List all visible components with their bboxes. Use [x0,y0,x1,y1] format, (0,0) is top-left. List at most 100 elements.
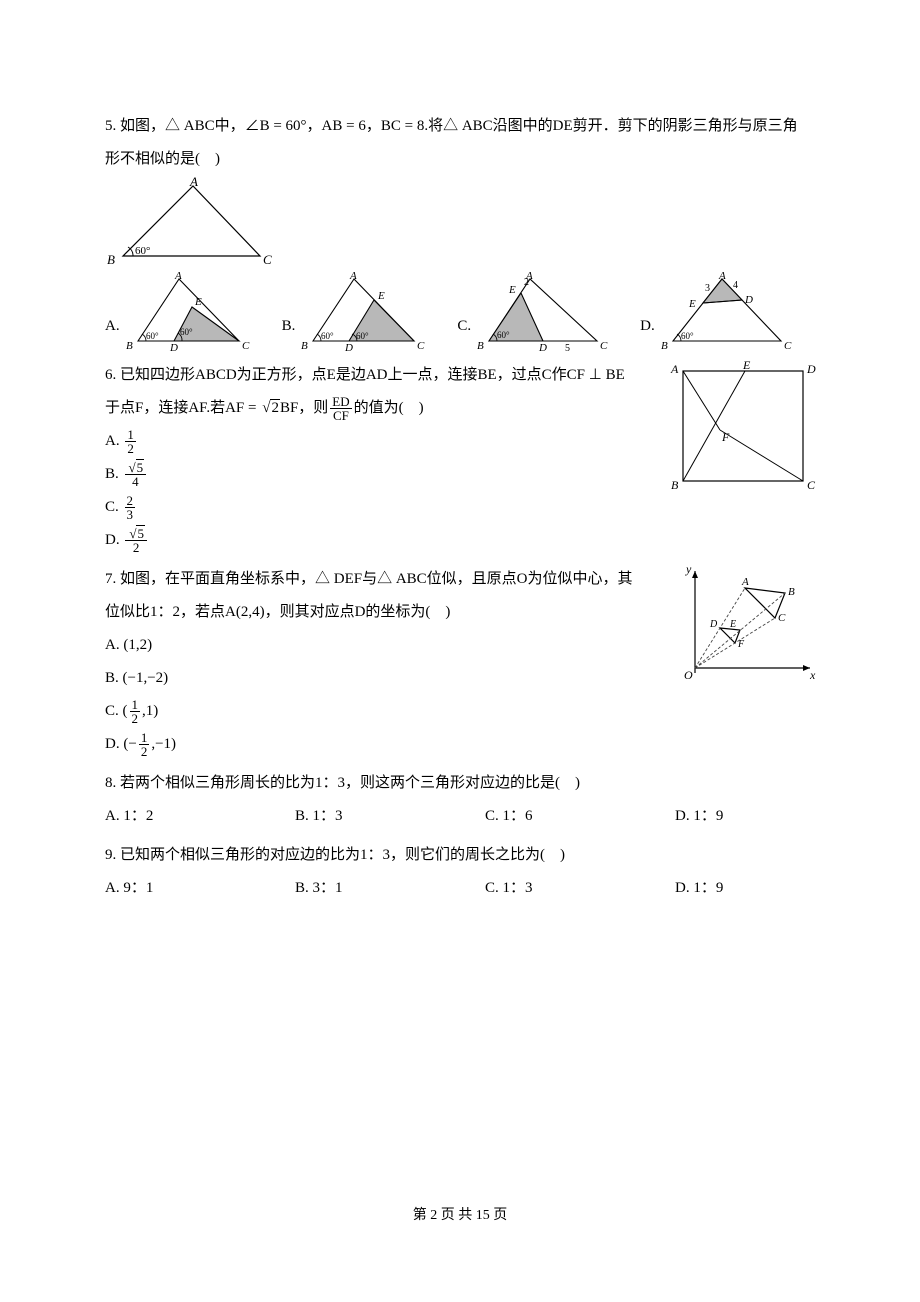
q7-b-val: (−1,−2) [123,670,169,686]
svg-text:B: B [107,252,115,267]
q6-label: 6. [105,367,116,383]
q8-label: 8. [105,775,116,791]
svg-text:E: E [742,359,751,372]
q6-a-frac: 12 [125,428,136,455]
q6-figure-svg: A E D B C F [665,359,820,499]
svg-text:C: C [778,612,786,624]
svg-text:D: D [709,619,718,630]
q6-frac: EDCF [330,395,351,422]
svg-text:B: B [126,340,133,352]
svg-text:D: D [169,342,178,353]
q5-label: 5. [105,118,116,134]
q7-c-frac: 12 [130,698,141,725]
q7-d-post: ,−1) [151,736,176,752]
q7-c-post: ,1) [142,703,158,719]
svg-text:F: F [721,430,730,444]
svg-text:y: y [685,563,692,576]
svg-text:60°: 60° [321,331,334,341]
q6-b-label: B. [105,466,119,482]
q5-opt-c-label: C. [457,310,471,343]
svg-text:D: D [806,362,816,376]
q7-d-label: D. [105,736,120,752]
q7-option-c: C. (12,1) [105,695,810,728]
q9-options: A. 9：1 B. 3：1 C. 1：3 D. 1：9 [105,872,810,905]
q6-text2c: 的值为( ) [354,400,424,416]
svg-text:A: A [349,271,357,282]
q5-opt-a-label: A. [105,310,120,343]
question-6: 6. 已知四边形ABCD为正方形，点E是边AD上一点，连接BE，过点C作CF ⊥… [105,359,810,557]
svg-text:B: B [301,340,308,352]
q7-c-label: C. [105,703,119,719]
q5-line2: 形不相似的是( ) [105,143,810,176]
q7-a-val: (1,2) [123,637,152,653]
q8-b: B. 1：3 [295,800,375,833]
svg-text:D: D [344,342,353,353]
q5-option-c: C. A E B D C 60° 2 5 [457,271,610,353]
q7-a-label: A. [105,637,120,653]
q7-b-label: B. [105,670,119,686]
svg-text:5: 5 [565,343,570,353]
q9-b: B. 3：1 [295,872,375,905]
svg-text:A: A [670,362,679,376]
svg-text:F: F [737,639,745,650]
svg-text:B: B [788,586,795,598]
q8-line: 8. 若两个相似三角形周长的比为1：3，则这两个三角形对应边的比是( ) [105,767,810,800]
q9-c: C. 1：3 [485,872,565,905]
q9-line: 9. 已知两个相似三角形的对应边的比为1：3，则它们的周长之比为( ) [105,839,810,872]
sqrt-icon: 5 [127,461,145,474]
q5-opt-b-label: B. [282,310,296,343]
q6-option-d: D. 52 [105,524,810,557]
svg-text:B: B [661,340,668,352]
q5-opt-d-label: D. [640,310,655,343]
svg-text:C: C [784,340,792,352]
q6-text2b: BF，则 [280,400,328,416]
q6-b-frac: 54 [125,461,147,488]
q9-label: 9. [105,847,116,863]
q5-option-a: A. A E B D C 60° 60° [105,271,252,353]
svg-text:60°: 60° [356,331,369,341]
q6-c-label: C. [105,499,119,515]
svg-text:D: D [744,294,753,306]
question-8: 8. 若两个相似三角形周长的比为1：3，则这两个三角形对应边的比是( ) A. … [105,767,810,833]
svg-text:D: D [538,342,547,353]
q8-d: D. 1：9 [675,800,755,833]
question-5: 5. 如图，△ ABC中，∠B = 60°，AB = 6，BC = 8.将△ A… [105,110,810,353]
svg-text:x: x [809,668,816,682]
q8-c: C. 1：6 [485,800,565,833]
svg-text:E: E [688,298,696,310]
q6-text1: 已知四边形ABCD为正方形，点E是边AD上一点，连接BE，过点C作CF ⊥ BE [120,367,625,383]
q7-text1: 如图，在平面直角坐标系中，△ DEF与△ ABC位似，且原点O为位似中心，其 [120,571,633,587]
q6-d-label: D. [105,532,120,548]
svg-text:O: O [684,668,693,682]
svg-text:E: E [508,284,516,296]
q9-a: A. 9：1 [105,872,185,905]
svg-text:4: 4 [733,280,738,291]
svg-text:A: A [174,271,182,282]
svg-text:60°: 60° [146,331,159,341]
q6-a-label: A. [105,433,120,449]
svg-text:B: B [477,340,484,352]
q7-d-pre: (− [123,736,136,752]
sqrt-icon: 5 [127,527,145,540]
q9-text: 已知两个相似三角形的对应边的比为1：3，则它们的周长之比为( ) [120,847,565,863]
svg-text:60°: 60° [497,330,510,340]
q8-options: A. 1：2 B. 1：3 C. 1：6 D. 1：9 [105,800,810,833]
svg-text:C: C [600,340,608,352]
q5-opt-b-svg: A E B D C 60° 60° [299,271,427,353]
svg-text:2: 2 [524,277,529,288]
q6-d-frac: 52 [125,527,147,554]
q5-triangle-svg: A B C 60° [105,176,275,271]
q8-a: A. 1：2 [105,800,185,833]
svg-text:3: 3 [705,283,710,294]
svg-text:A: A [741,576,749,588]
q6-text2a: 于点F，连接AF.若AF = [105,400,260,416]
svg-text:A: A [189,176,198,189]
q7-figure-svg: y x O A B C D E F [670,563,820,693]
svg-text:C: C [242,340,250,352]
q5-option-b: B. A E B D C 60° 60° [282,271,428,353]
q5-line1: 5. 如图，△ ABC中，∠B = 60°，AB = 6，BC = 8.将△ A… [105,110,810,143]
q7-d-frac: 12 [139,731,150,758]
svg-text:60°: 60° [681,331,694,341]
question-7: 7. 如图，在平面直角坐标系中，△ DEF与△ ABC位似，且原点O为位似中心，… [105,563,810,761]
q7-option-d: D. (−12,−1) [105,728,810,761]
